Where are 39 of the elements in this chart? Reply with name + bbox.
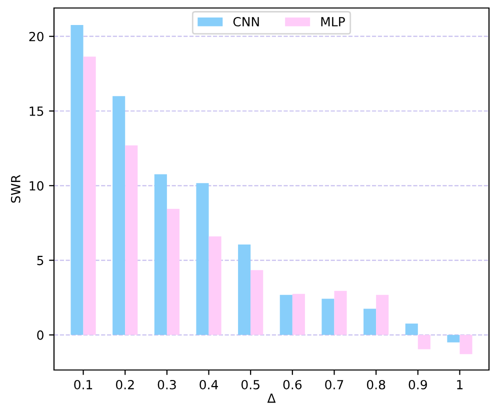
bar xyxy=(322,298,334,335)
legend-label: MLP xyxy=(321,17,345,26)
bar xyxy=(292,294,305,335)
bar xyxy=(405,324,418,335)
y-tick-label: 0 xyxy=(37,330,44,340)
bar xyxy=(196,183,209,335)
x-tick-label: 1 xyxy=(457,380,463,390)
x-tick-label: 0.1 xyxy=(74,380,92,390)
bar xyxy=(125,145,138,335)
x-tick-label: 0.4 xyxy=(200,380,218,390)
bar xyxy=(334,290,347,335)
bar xyxy=(250,270,264,335)
bar xyxy=(418,334,430,350)
y-tick-label: 5 xyxy=(37,256,44,266)
x-tick-label: 0.2 xyxy=(116,380,134,390)
bar xyxy=(460,334,472,354)
legend-label: CNN xyxy=(233,16,259,26)
x-tick-label: 0.6 xyxy=(283,380,302,390)
x-tick-label: 0.8 xyxy=(366,380,386,390)
x-tick-label: 0.5 xyxy=(241,380,260,390)
x-tick-label: 0.7 xyxy=(325,380,344,390)
bar xyxy=(70,25,84,335)
x-tick-label: 0.3 xyxy=(158,380,176,390)
bar xyxy=(83,56,96,335)
bar xyxy=(364,308,376,335)
y-tick-label: 15 xyxy=(30,106,44,116)
x-axis-title: Δ xyxy=(267,394,276,403)
bar xyxy=(112,96,126,335)
bar xyxy=(238,244,251,335)
bar xyxy=(280,294,292,335)
bar xyxy=(447,334,460,342)
y-tick-label: 20 xyxy=(29,32,44,42)
y-tick-label: 10 xyxy=(30,181,44,191)
bar xyxy=(376,294,389,335)
x-tick-label: 0.9 xyxy=(408,380,427,390)
bar xyxy=(154,174,167,335)
bar xyxy=(208,236,222,335)
y-axis-title: SWR xyxy=(10,174,20,203)
bar xyxy=(166,208,180,335)
